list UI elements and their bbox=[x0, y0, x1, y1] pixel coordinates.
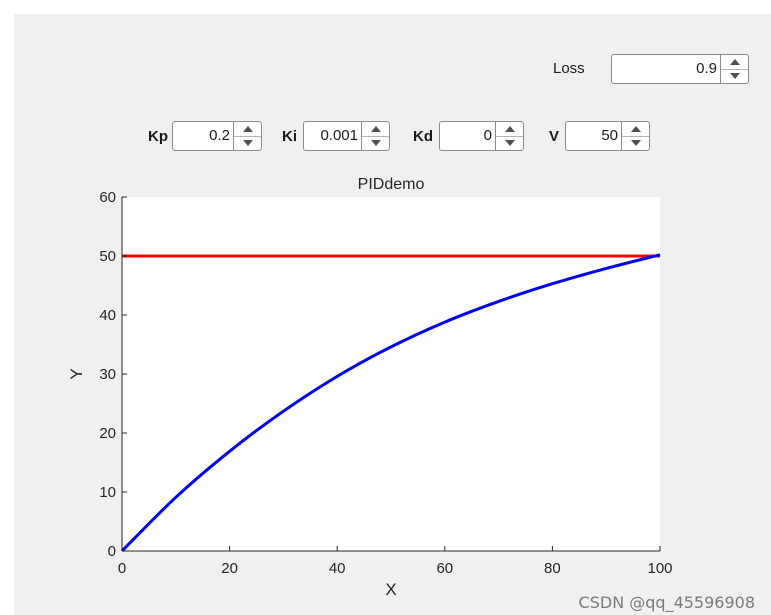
y-tick-label: 30 bbox=[99, 366, 116, 383]
ki-spinner-buttons bbox=[361, 122, 389, 150]
v-spinner[interactable]: 50 bbox=[565, 121, 650, 151]
arrow-down-icon bbox=[630, 140, 641, 147]
x-axis-label: X bbox=[385, 580, 396, 599]
arrow-down-icon bbox=[729, 73, 740, 80]
y-tick-label: 50 bbox=[99, 248, 116, 265]
ki-label: Ki bbox=[282, 128, 297, 145]
ki-decrement-button[interactable] bbox=[362, 135, 389, 151]
arrow-up-icon bbox=[242, 125, 253, 132]
x-tick-label: 80 bbox=[544, 560, 561, 577]
ki-spinner[interactable]: 0.001 bbox=[303, 121, 390, 151]
kp-spinner-buttons bbox=[233, 122, 261, 150]
y-axis-label: Y bbox=[67, 368, 86, 379]
loss-label: Loss bbox=[553, 60, 585, 77]
loss-spinner-buttons bbox=[720, 55, 748, 83]
kp-label: Kp bbox=[148, 128, 168, 145]
x-tick-label: 0 bbox=[118, 560, 126, 577]
x-tick-label: 100 bbox=[647, 560, 672, 577]
arrow-up-icon bbox=[729, 58, 740, 65]
arrow-up-icon bbox=[504, 125, 515, 132]
kd-spinner-buttons bbox=[495, 122, 523, 150]
loss-value[interactable]: 0.9 bbox=[696, 60, 717, 77]
y-tick-label: 20 bbox=[99, 425, 116, 442]
v-value[interactable]: 50 bbox=[601, 127, 618, 144]
kp-decrement-button[interactable] bbox=[234, 135, 261, 151]
arrow-up-icon bbox=[370, 125, 381, 132]
kd-value[interactable]: 0 bbox=[483, 127, 492, 144]
ki-value[interactable]: 0.001 bbox=[320, 127, 358, 144]
ki-increment-button[interactable] bbox=[362, 122, 389, 136]
kp-spinner[interactable]: 0.2 bbox=[172, 121, 262, 151]
arrow-down-icon bbox=[242, 140, 253, 147]
kd-label: Kd bbox=[413, 128, 433, 145]
axes-layer: 0 20 40 60 80 100 0 10 20 30 40 50 60 bbox=[99, 189, 672, 577]
watermark: CSDN @qq_45596908 bbox=[578, 593, 755, 612]
arrow-down-icon bbox=[504, 140, 515, 147]
kd-decrement-button[interactable] bbox=[496, 135, 523, 151]
response-line bbox=[120, 253, 661, 553]
v-spinner-buttons bbox=[621, 122, 649, 150]
arrow-up-icon bbox=[630, 125, 641, 132]
x-tick-label: 60 bbox=[436, 560, 453, 577]
v-decrement-button[interactable] bbox=[622, 135, 649, 151]
loss-increment-button[interactable] bbox=[721, 55, 748, 69]
kp-value[interactable]: 0.2 bbox=[209, 127, 230, 144]
y-tick-label: 60 bbox=[99, 189, 116, 206]
kp-increment-button[interactable] bbox=[234, 122, 261, 136]
x-tick-label: 20 bbox=[221, 560, 238, 577]
loss-spinner[interactable]: 0.9 bbox=[611, 54, 749, 84]
loss-decrement-button[interactable] bbox=[721, 68, 748, 84]
y-tick-label: 40 bbox=[99, 307, 116, 324]
kd-spinner[interactable]: 0 bbox=[439, 121, 524, 151]
plot-area bbox=[122, 197, 660, 551]
series-layer bbox=[120, 253, 661, 553]
y-tick-label: 10 bbox=[99, 484, 116, 501]
v-increment-button[interactable] bbox=[622, 122, 649, 136]
y-tick-label: 0 bbox=[108, 543, 116, 560]
arrow-down-icon bbox=[370, 140, 381, 147]
v-label: V bbox=[549, 128, 560, 145]
x-tick-label: 40 bbox=[329, 560, 346, 577]
kd-increment-button[interactable] bbox=[496, 122, 523, 136]
chart-title: PIDdemo bbox=[358, 176, 425, 193]
